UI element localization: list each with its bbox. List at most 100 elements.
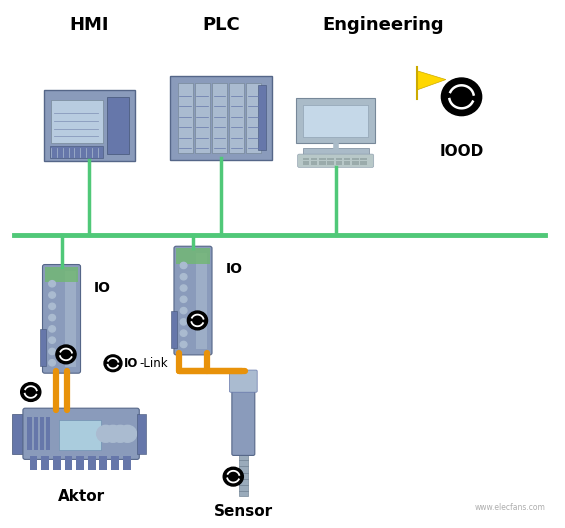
FancyBboxPatch shape: [232, 387, 255, 456]
Text: IO: IO: [94, 280, 111, 295]
Bar: [76, 456, 84, 470]
Bar: [27, 417, 32, 450]
Bar: [99, 456, 107, 470]
Circle shape: [441, 78, 481, 116]
Bar: [29, 456, 37, 470]
Circle shape: [21, 383, 41, 401]
Bar: [46, 417, 50, 450]
Bar: [107, 97, 129, 154]
Bar: [360, 161, 367, 163]
Text: Engineering: Engineering: [323, 16, 444, 34]
Text: IOOD: IOOD: [439, 144, 484, 159]
Bar: [352, 161, 359, 163]
Bar: [352, 158, 359, 160]
FancyBboxPatch shape: [42, 265, 81, 373]
Bar: [178, 83, 193, 153]
FancyBboxPatch shape: [174, 246, 212, 355]
Bar: [51, 100, 103, 143]
Bar: [311, 161, 318, 163]
Polygon shape: [417, 71, 446, 90]
Bar: [229, 83, 244, 153]
Circle shape: [49, 315, 55, 320]
Circle shape: [104, 355, 122, 372]
Circle shape: [97, 426, 115, 442]
Bar: [344, 158, 350, 160]
Bar: [344, 161, 350, 163]
FancyBboxPatch shape: [298, 154, 373, 167]
Bar: [303, 161, 309, 163]
Bar: [303, 105, 368, 137]
Bar: [195, 83, 210, 153]
Bar: [212, 83, 227, 153]
Circle shape: [104, 426, 122, 442]
Circle shape: [49, 280, 55, 287]
Circle shape: [223, 467, 244, 486]
Bar: [64, 456, 72, 470]
Bar: [360, 158, 367, 160]
Bar: [65, 271, 76, 367]
Circle shape: [111, 426, 129, 442]
Text: -Link: -Link: [140, 357, 168, 370]
Circle shape: [49, 337, 55, 343]
FancyBboxPatch shape: [170, 76, 272, 160]
Bar: [137, 414, 146, 454]
Bar: [50, 146, 103, 158]
Circle shape: [180, 296, 187, 303]
FancyBboxPatch shape: [45, 90, 134, 161]
Bar: [336, 158, 342, 160]
Text: Aktor: Aktor: [58, 488, 105, 504]
Bar: [352, 163, 359, 165]
Bar: [319, 163, 325, 165]
Bar: [303, 158, 309, 160]
Bar: [88, 456, 95, 470]
Bar: [239, 452, 247, 496]
Bar: [336, 161, 342, 163]
Circle shape: [180, 319, 187, 325]
Circle shape: [180, 307, 187, 314]
Bar: [40, 417, 44, 450]
Bar: [40, 329, 46, 366]
Circle shape: [56, 345, 76, 364]
Circle shape: [180, 341, 187, 347]
Bar: [176, 248, 210, 264]
Circle shape: [180, 330, 187, 336]
Text: Sensor: Sensor: [214, 504, 273, 520]
Bar: [303, 163, 309, 165]
Bar: [327, 163, 334, 165]
Bar: [59, 420, 101, 450]
Circle shape: [49, 326, 55, 332]
Circle shape: [180, 285, 187, 291]
FancyBboxPatch shape: [23, 408, 140, 459]
Bar: [197, 252, 207, 348]
Circle shape: [180, 274, 187, 280]
Circle shape: [49, 360, 55, 366]
Bar: [319, 161, 325, 163]
Bar: [45, 267, 79, 282]
Text: PLC: PLC: [202, 16, 240, 34]
Circle shape: [188, 311, 207, 330]
Bar: [303, 148, 368, 156]
Bar: [258, 86, 266, 150]
Bar: [344, 163, 350, 165]
Bar: [12, 414, 25, 454]
Bar: [336, 163, 342, 165]
Bar: [33, 417, 38, 450]
Circle shape: [49, 303, 55, 309]
Bar: [111, 456, 119, 470]
Circle shape: [180, 262, 187, 269]
Text: HMI: HMI: [69, 16, 109, 34]
Bar: [327, 158, 334, 160]
FancyBboxPatch shape: [296, 98, 376, 143]
Text: IO: IO: [124, 357, 138, 370]
Text: IO: IO: [225, 262, 242, 276]
Bar: [311, 158, 318, 160]
Bar: [360, 163, 367, 165]
FancyBboxPatch shape: [229, 370, 257, 392]
Circle shape: [49, 348, 55, 355]
Text: www.elecfans.com: www.elecfans.com: [475, 503, 545, 512]
Bar: [41, 456, 49, 470]
Bar: [311, 163, 318, 165]
Circle shape: [119, 426, 137, 442]
Circle shape: [49, 292, 55, 298]
Bar: [171, 311, 177, 347]
